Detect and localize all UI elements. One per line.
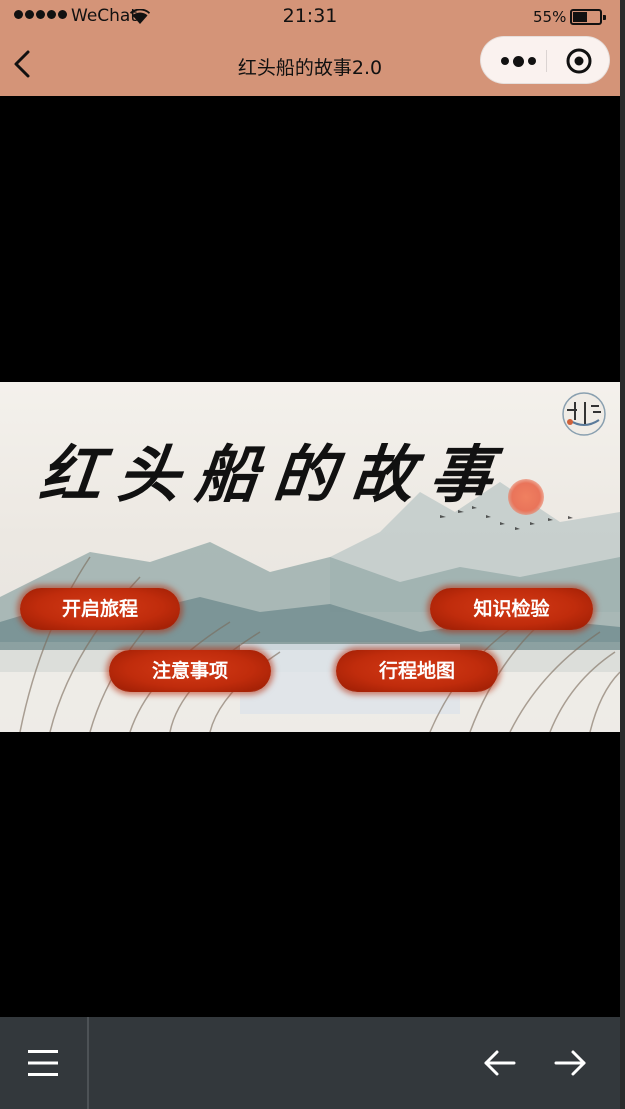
page-title: 红头船的故事2.0 — [237, 57, 383, 79]
knowledge-quiz-button[interactable]: 知识检验 — [430, 588, 593, 630]
top-bar: WeChat 21:31 55% 红头船的故事2.0 — [0, 0, 620, 96]
target-circle-icon[interactable] — [555, 37, 603, 85]
navigation-bar: 红头船的故事2.0 — [0, 34, 620, 96]
wifi-icon — [130, 9, 150, 24]
mini-program-capsule — [480, 36, 610, 84]
chevron-left-icon[interactable] — [8, 46, 40, 82]
battery-percentage: 55% — [533, 8, 567, 26]
setting-sun — [508, 479, 544, 515]
status-bar: WeChat 21:31 55% — [0, 0, 620, 34]
bottom-toolbar — [0, 1017, 620, 1109]
clock: 21:31 — [282, 5, 338, 27]
game-title: 红头船的故事 — [36, 438, 512, 511]
arrow-right-icon[interactable] — [550, 1043, 590, 1083]
notes-button[interactable]: 注意事项 — [109, 650, 271, 692]
arrow-left-icon[interactable] — [480, 1043, 520, 1083]
game-banner: 红头船的故事 开启旅程 知识检验 注意事项 行程地图 — [0, 382, 620, 732]
window-edge — [620, 0, 625, 1109]
capsule-divider — [546, 50, 547, 72]
toolbar-divider — [87, 1017, 89, 1109]
carrier-name: WeChat — [71, 6, 137, 26]
more-dots-icon[interactable] — [491, 37, 546, 85]
hamburger-menu-icon[interactable] — [22, 1043, 64, 1083]
travel-map-button[interactable]: 行程地图 — [336, 650, 498, 692]
battery-icon — [570, 9, 606, 25]
signal-strength-icon — [14, 10, 67, 19]
seal-logo-icon — [562, 392, 606, 436]
start-journey-button[interactable]: 开启旅程 — [20, 588, 180, 630]
